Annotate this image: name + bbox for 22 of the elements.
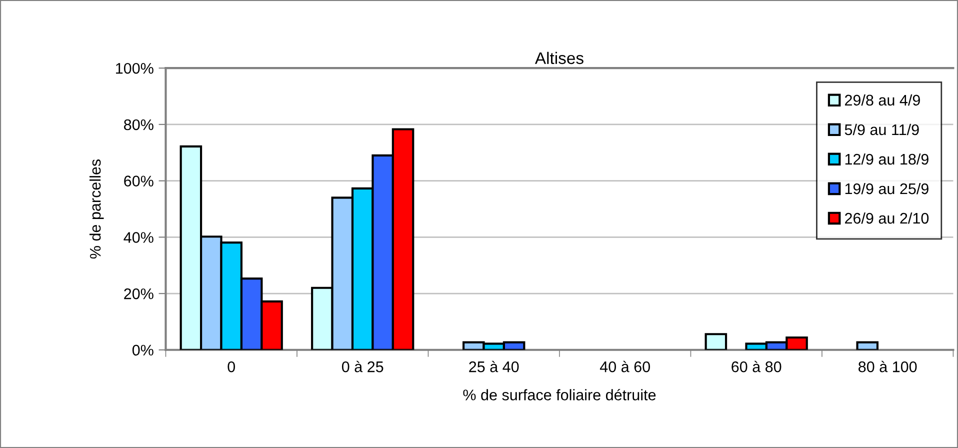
y-tick-label: 80% <box>124 119 154 130</box>
y-tick-label: 0% <box>132 344 154 356</box>
y-tick-label: 40% <box>124 232 154 243</box>
x-tick-label: 60 à 80 <box>732 360 782 372</box>
x-tick-label: 0 <box>228 361 236 372</box>
x-axis-title: % de surface foliaire détruite <box>463 388 656 400</box>
x-tick-label: 80 à 100 <box>858 360 917 372</box>
chart-title: Altises <box>534 52 584 64</box>
y-tick-label: 100% <box>116 62 154 74</box>
legend-label: 12/9 au 18/9 <box>845 153 928 165</box>
bar <box>856 341 879 350</box>
y-tick-label: 20% <box>124 288 154 300</box>
x-tick-label: 0 à 25 <box>342 360 384 372</box>
y-tick-label: 60% <box>124 176 154 186</box>
legend-label: 29/8 au 4/9 <box>845 94 920 106</box>
legend-label: 26/9 au 2/10 <box>845 212 929 224</box>
y-axis-title: % de parcelles <box>90 159 104 259</box>
bar <box>704 333 728 350</box>
legend-label: 5/9 au 11/9 <box>844 124 919 136</box>
legend-label: 19/9 au 25/9 <box>845 182 928 194</box>
x-tick-label: 40 à 60 <box>600 360 650 372</box>
x-tick-label: 25 à 40 <box>469 360 519 372</box>
